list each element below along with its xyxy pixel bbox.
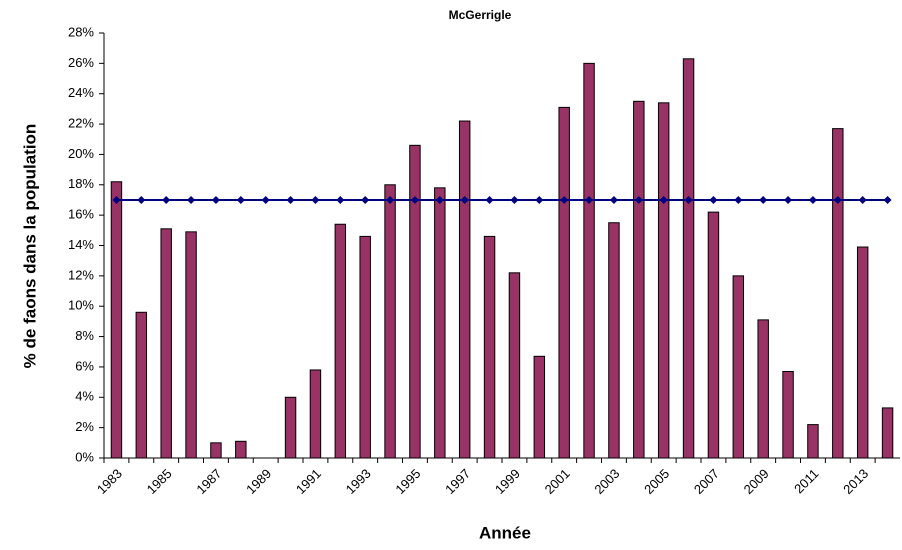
y-tick-label: 10%: [68, 298, 94, 313]
line-marker: [510, 195, 519, 204]
chart-title: McGerrigle: [449, 8, 512, 22]
bar: [633, 100, 645, 459]
line-marker: [535, 195, 544, 204]
line-marker: [833, 195, 842, 204]
line-marker: [808, 195, 817, 204]
bar: [832, 128, 844, 459]
y-tick-label: 22%: [68, 116, 94, 131]
bar: [160, 228, 172, 459]
x-tick-label: 2007: [691, 466, 722, 497]
x-tick-label: 1985: [144, 466, 175, 497]
line-marker: [734, 195, 743, 204]
x-tick-label: 1991: [293, 466, 324, 497]
bar: [732, 275, 745, 459]
bar: [210, 442, 222, 459]
y-tick-label: 18%: [68, 176, 94, 191]
bar: [309, 369, 322, 459]
line-marker: [410, 195, 419, 204]
bar: [483, 235, 496, 459]
line-marker: [112, 195, 121, 204]
line-marker: [386, 195, 395, 204]
y-tick-label: 24%: [68, 85, 94, 100]
bar: [682, 58, 695, 459]
line-marker: [585, 195, 594, 204]
line-marker: [460, 195, 469, 204]
y-tick-label: 16%: [68, 207, 94, 222]
bar: [707, 211, 720, 459]
x-tick-label: 1983: [94, 466, 125, 497]
line-marker: [609, 195, 618, 204]
y-tick-label: 0%: [75, 449, 94, 464]
line-marker: [858, 195, 867, 204]
y-tick-label: 6%: [75, 358, 94, 373]
line-marker: [236, 195, 245, 204]
bar: [533, 355, 546, 459]
bar: [558, 106, 570, 459]
line-marker: [137, 195, 146, 204]
bar: [284, 396, 297, 459]
line-marker: [261, 195, 270, 204]
bar: [110, 181, 123, 459]
line-marker: [286, 195, 295, 204]
y-tick-label: 14%: [68, 237, 94, 252]
bar: [334, 223, 347, 459]
y-tick-label: 26%: [68, 55, 94, 70]
x-tick-label: 2013: [840, 466, 871, 497]
x-tick-label: 2009: [741, 466, 772, 497]
y-tick-label: 28%: [68, 24, 94, 39]
bar: [807, 424, 819, 459]
line-marker: [361, 195, 370, 204]
bar: [608, 222, 620, 459]
x-tick-label: 2011: [791, 466, 821, 496]
x-tick-label: 2001: [542, 466, 573, 497]
bar: [508, 272, 521, 459]
line-marker: [784, 195, 793, 204]
x-tick-label: 2003: [591, 466, 622, 497]
y-tick-label: 8%: [75, 328, 94, 343]
y-tick-label: 12%: [68, 267, 94, 282]
y-axis-title: % de faons dans la population: [20, 124, 39, 369]
x-tick-label: 1995: [392, 466, 423, 497]
bar: [135, 311, 148, 459]
bar: [409, 144, 421, 459]
bar: [782, 370, 794, 459]
line-marker: [485, 195, 494, 204]
x-tick-label: 1997: [442, 466, 473, 497]
line-marker: [883, 195, 892, 204]
bar: [359, 235, 371, 459]
line-marker: [162, 195, 171, 204]
bar: [434, 187, 446, 459]
y-tick-label: 4%: [75, 389, 94, 404]
bar: [583, 62, 595, 459]
x-axis-title: Année: [479, 523, 531, 542]
bar: [185, 231, 197, 459]
y-tick-label: 2%: [75, 419, 94, 434]
line-marker: [187, 195, 196, 204]
x-tick-label: 1993: [343, 466, 374, 497]
line-marker: [311, 195, 320, 204]
line-marker: [684, 195, 693, 204]
line-marker: [634, 195, 643, 204]
y-tick-label: 20%: [68, 146, 94, 161]
x-tick-label: 1989: [243, 466, 274, 497]
line-marker: [709, 195, 718, 204]
x-tick-label: 1987: [193, 466, 224, 497]
bar: [881, 407, 894, 459]
line-marker: [435, 195, 444, 204]
bar: [458, 120, 471, 459]
bar: [384, 184, 396, 459]
bar: [657, 102, 670, 459]
bar: [856, 246, 869, 459]
line-marker: [759, 195, 768, 204]
line-marker: [560, 195, 569, 204]
bar: [235, 440, 247, 459]
bar: [757, 319, 769, 459]
x-tick-label: 2005: [641, 466, 672, 497]
line-marker: [659, 195, 668, 204]
x-tick-label: 1999: [492, 466, 523, 497]
line-marker: [211, 195, 220, 204]
line-marker: [336, 195, 345, 204]
